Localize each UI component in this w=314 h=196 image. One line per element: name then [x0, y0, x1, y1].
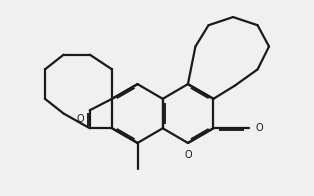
Text: O: O — [76, 114, 84, 124]
Text: O: O — [255, 123, 263, 133]
Text: O: O — [185, 150, 192, 160]
